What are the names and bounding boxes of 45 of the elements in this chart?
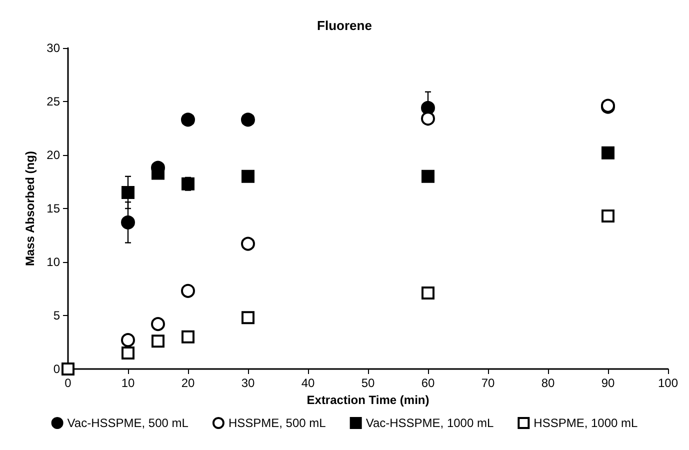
x-tick-label: 70 [481, 376, 495, 390]
point [181, 284, 195, 298]
chart-title: Fluorene [317, 18, 372, 33]
x-tick-label: 50 [361, 376, 375, 390]
legend-label: HSSPME, 1000 mL [534, 416, 638, 430]
point [241, 311, 254, 324]
y-tick-label: 0 [53, 362, 60, 376]
y-tick-label: 25 [46, 94, 60, 108]
point [62, 362, 74, 376]
point [122, 346, 134, 360]
y-tick-label: 5 [53, 308, 60, 322]
point [151, 317, 165, 332]
point [421, 170, 434, 183]
point [121, 215, 135, 230]
x-tick-label: 30 [241, 376, 255, 390]
point [601, 146, 614, 160]
point [181, 112, 195, 127]
point [601, 209, 614, 222]
x-tick-label: 40 [301, 376, 315, 390]
y-tick-label: 20 [46, 148, 60, 162]
x-tick-label: 80 [541, 376, 555, 390]
legend-label: Vac-HSSPME, 1000 mL [366, 416, 494, 430]
x-tick-label: 90 [601, 376, 615, 390]
y-tick-label: 15 [46, 202, 60, 216]
point [121, 333, 135, 348]
x-tick-label: 10 [121, 376, 135, 390]
point [241, 112, 255, 127]
point [241, 236, 255, 251]
legend-label: Vac-HSSPME, 500 mL [67, 416, 189, 430]
point [421, 286, 434, 300]
x-tick-label: 20 [181, 376, 195, 390]
point [152, 334, 164, 348]
x-tick-label: 100 [658, 376, 678, 390]
x-axis-title: Extraction Time (min) [306, 392, 430, 407]
point [182, 330, 194, 344]
point [182, 177, 194, 190]
y-axis-title: Mass Absorbed (ng) [22, 151, 37, 266]
legend-label: HSSPME, 500 mL [228, 416, 326, 430]
point [241, 170, 254, 183]
y-tick-label: 10 [46, 255, 60, 269]
point [421, 112, 435, 126]
y-tick-label: 30 [46, 41, 60, 55]
x-tick-label: 0 [64, 376, 72, 390]
x-tick-label: 60 [421, 376, 435, 390]
point [122, 186, 134, 199]
